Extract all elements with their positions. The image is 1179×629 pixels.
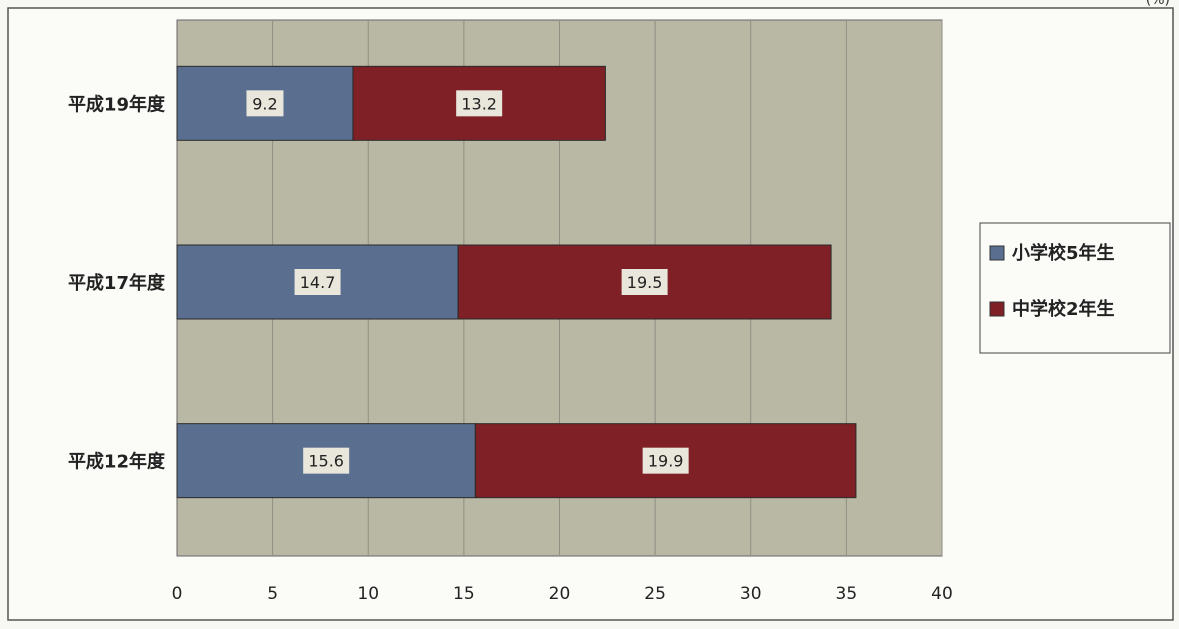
category-label: 平成19年度 (68, 93, 166, 115)
data-label: 13.2 (461, 94, 497, 113)
data-label: 19.5 (627, 273, 663, 292)
data-label: 19.9 (648, 452, 684, 471)
x-tick-label: 20 (549, 584, 571, 604)
corner-mark: (%) (1146, 0, 1170, 8)
legend-label: 中学校2年生 (1012, 298, 1115, 320)
x-tick-label: 10 (357, 584, 379, 604)
legend-box (979, 222, 1171, 354)
data-label-box (456, 90, 503, 117)
data-label-box (642, 447, 689, 474)
category-label: 平成17年度 (68, 272, 166, 294)
x-tick-label: 0 (172, 584, 183, 604)
legend-label: 小学校5年生 (1012, 242, 1115, 264)
x-tick-label: 40 (931, 584, 953, 604)
legend-swatch (989, 301, 1005, 317)
x-tick-label: 30 (740, 584, 762, 604)
x-tick-label: 5 (267, 584, 278, 604)
data-label: 9.2 (252, 94, 277, 113)
data-label-box (621, 269, 668, 295)
x-tick-label: 15 (453, 584, 475, 604)
data-label: 15.6 (308, 452, 344, 471)
data-label-box (246, 90, 284, 117)
x-tick-label: 25 (644, 584, 666, 604)
data-label: 14.7 (300, 273, 336, 292)
x-tick-label: 35 (836, 584, 858, 604)
data-label-box (294, 269, 341, 295)
category-label: 平成12年度 (68, 451, 166, 473)
data-label-box (303, 447, 350, 474)
legend-swatch (989, 245, 1005, 261)
